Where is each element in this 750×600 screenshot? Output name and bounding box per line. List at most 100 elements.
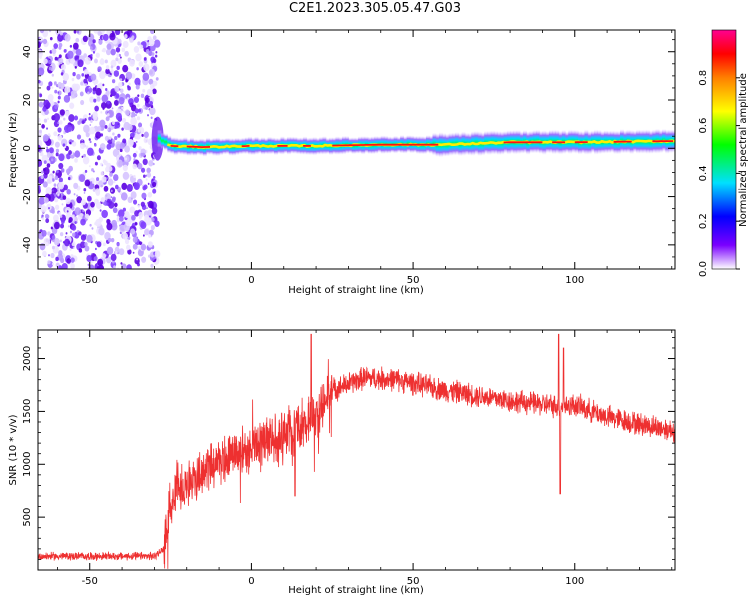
noise-speckle <box>38 41 42 49</box>
noise-speckle <box>137 204 140 208</box>
noise-speckle <box>148 78 154 85</box>
noise-speckle <box>142 88 146 93</box>
noise-speckle <box>80 234 87 241</box>
noise-speckle <box>147 200 154 209</box>
noise-speckle <box>101 209 108 219</box>
noise-speckle <box>53 214 59 222</box>
noise-speckle <box>153 175 156 179</box>
noise-speckle <box>115 30 121 36</box>
noise-speckle <box>66 210 69 213</box>
noise-speckle <box>58 181 65 190</box>
noise-speckle <box>150 263 154 268</box>
noise-speckle <box>70 58 75 65</box>
noise-speckle <box>129 206 136 214</box>
noise-speckle <box>88 87 93 93</box>
noise-speckle <box>104 125 108 129</box>
noise-speckle <box>103 160 108 166</box>
noise-speckle <box>71 232 76 238</box>
noise-speckle <box>85 132 90 138</box>
noise-speckle <box>150 116 153 120</box>
noise-speckle <box>114 135 118 141</box>
noise-speckle <box>148 160 154 167</box>
noise-speckle <box>90 201 95 208</box>
noise-speckle <box>132 199 138 205</box>
noise-speckle <box>77 59 84 68</box>
noise-speckle <box>60 223 65 229</box>
noise-speckle <box>40 170 44 174</box>
noise-speckle <box>113 265 116 269</box>
noise-speckle <box>131 197 133 200</box>
noise-speckle <box>38 196 46 205</box>
noise-speckle <box>49 36 53 41</box>
noise-speckle <box>59 120 63 125</box>
noise-speckle <box>59 239 62 243</box>
noise-speckle <box>113 99 119 106</box>
noise-speckle <box>61 262 68 269</box>
noise-speckle <box>43 237 51 247</box>
noise-speckle <box>64 86 71 94</box>
noise-speckle <box>93 256 98 262</box>
noise-speckle <box>91 227 94 230</box>
noise-speckle <box>95 218 102 227</box>
noise-speckle <box>90 53 93 57</box>
noise-speckle <box>142 174 146 178</box>
y-tick-label: 2000 <box>22 346 33 371</box>
spectrogram-y-ticks: -40 -20 0 20 40 <box>22 39 675 270</box>
noise-speckle <box>132 163 138 170</box>
noise-speckle <box>107 127 112 133</box>
noise-speckle <box>59 31 63 36</box>
noise-speckle <box>127 138 134 147</box>
x-tick-label: 50 <box>407 576 420 587</box>
noise-speckle <box>121 47 126 52</box>
noise-speckle <box>46 177 53 185</box>
y-tick-label: 500 <box>22 508 33 527</box>
noise-speckle <box>116 65 120 71</box>
noise-speckle <box>151 178 154 181</box>
noise-speckle <box>125 79 128 83</box>
noise-speckle <box>41 217 45 221</box>
noise-speckle <box>100 171 104 176</box>
noise-speckle <box>140 167 146 173</box>
noise-speckle <box>100 111 103 114</box>
noise-speckle <box>71 83 78 92</box>
noise-speckle <box>133 174 136 179</box>
noise-speckle <box>57 193 60 197</box>
noise-speckle <box>142 234 145 237</box>
noise-speckle <box>127 249 132 255</box>
noise-speckle <box>132 116 136 120</box>
noise-speckle <box>50 226 53 230</box>
noise-speckle <box>100 102 107 109</box>
noise-speckle <box>115 57 119 62</box>
noise-speckle <box>53 221 60 230</box>
noise-speckle <box>95 188 101 195</box>
noise-speckle <box>106 100 110 105</box>
noise-speckle <box>52 239 55 243</box>
noise-speckle <box>133 73 136 77</box>
noise-speckle <box>140 243 147 251</box>
noise-speckle <box>41 154 49 163</box>
ridge-band-column <box>160 132 165 150</box>
colorbar-tick-label: 0.0 <box>698 261 709 277</box>
noise-speckle <box>70 263 75 269</box>
noise-speckle <box>38 159 43 167</box>
noise-speckle <box>47 94 54 102</box>
noise-speckle <box>137 94 140 98</box>
noise-speckle <box>83 153 86 158</box>
noise-speckle <box>141 192 147 199</box>
noise-speckle <box>58 162 64 170</box>
noise-speckle <box>124 50 129 57</box>
x-tick-label: 50 <box>407 275 420 286</box>
noise-speckle <box>138 211 144 218</box>
noise-speckle <box>48 206 50 210</box>
noise-speckle <box>75 221 78 224</box>
noise-speckle <box>79 91 84 97</box>
noise-speckle <box>63 184 68 191</box>
noise-speckle <box>47 260 51 265</box>
noise-speckle <box>143 63 150 72</box>
noise-speckle <box>101 253 107 259</box>
noise-speckle <box>38 49 43 58</box>
noise-speckle <box>149 107 156 116</box>
noise-speckle <box>130 111 136 119</box>
noise-speckle <box>110 69 114 74</box>
snr-y-ticks: 500 1000 1500 2000 <box>22 337 675 560</box>
